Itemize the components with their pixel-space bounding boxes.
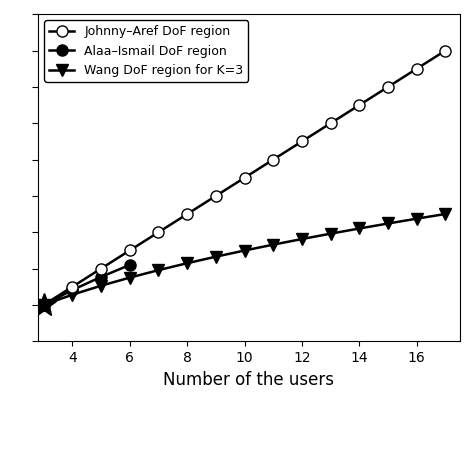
Line: Wang DoF region for K=3: Wang DoF region for K=3 — [38, 209, 451, 310]
Alaa–Ismail DoF region — [127, 262, 133, 268]
Line: Alaa–Ismail DoF region: Alaa–Ismail DoF region — [38, 259, 135, 310]
Wang DoF region for K=3 — [270, 242, 276, 247]
Johnny–Aref DoF region — [184, 211, 190, 217]
Wang DoF region for K=3 — [98, 283, 104, 289]
Johnny–Aref DoF region — [328, 120, 334, 126]
Alaa–Ismail DoF region — [41, 302, 46, 308]
Alaa–Ismail DoF region — [98, 274, 104, 280]
Wang DoF region for K=3 — [385, 221, 391, 227]
Johnny–Aref DoF region — [155, 229, 161, 235]
Johnny–Aref DoF region — [242, 175, 247, 181]
Line: Johnny–Aref DoF region: Johnny–Aref DoF region — [38, 45, 451, 310]
Wang DoF region for K=3 — [41, 302, 46, 308]
Alaa–Ismail DoF region — [70, 287, 75, 293]
Johnny–Aref DoF region — [41, 302, 46, 308]
Johnny–Aref DoF region — [270, 157, 276, 163]
Wang DoF region for K=3 — [443, 211, 448, 217]
Wang DoF region for K=3 — [127, 275, 133, 281]
Johnny–Aref DoF region — [414, 66, 419, 72]
X-axis label: Number of the users: Number of the users — [164, 371, 334, 389]
Wang DoF region for K=3 — [242, 248, 247, 254]
Wang DoF region for K=3 — [328, 231, 334, 237]
Wang DoF region for K=3 — [414, 216, 419, 221]
Johnny–Aref DoF region — [443, 48, 448, 54]
Wang DoF region for K=3 — [356, 226, 362, 231]
Wang DoF region for K=3 — [70, 292, 75, 298]
Johnny–Aref DoF region — [213, 193, 219, 199]
Johnny–Aref DoF region — [70, 284, 75, 290]
Johnny–Aref DoF region — [356, 102, 362, 108]
Wang DoF region for K=3 — [299, 236, 305, 242]
Wang DoF region for K=3 — [184, 260, 190, 266]
Johnny–Aref DoF region — [127, 247, 133, 253]
Johnny–Aref DoF region — [98, 266, 104, 272]
Wang DoF region for K=3 — [155, 267, 161, 273]
Wang DoF region for K=3 — [213, 254, 219, 260]
Johnny–Aref DoF region — [299, 138, 305, 144]
Legend: Johnny–Aref DoF region, Alaa–Ismail DoF region, Wang DoF region for K=3: Johnny–Aref DoF region, Alaa–Ismail DoF … — [44, 20, 248, 82]
Johnny–Aref DoF region — [385, 84, 391, 90]
